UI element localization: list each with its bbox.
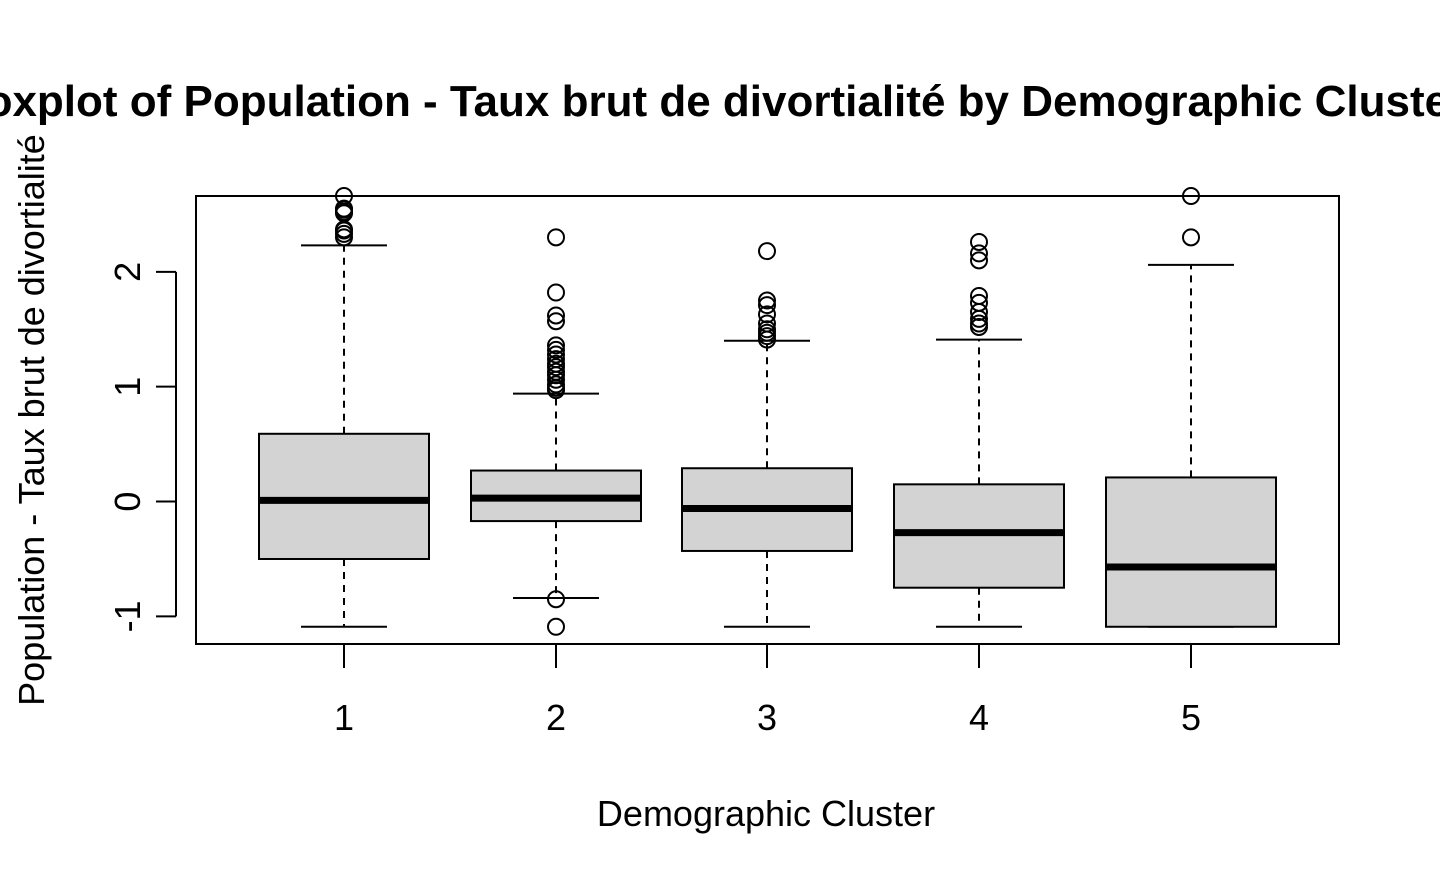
y-tick-label: 0 xyxy=(107,492,148,512)
outlier-point xyxy=(758,314,776,333)
outlier-point xyxy=(970,293,988,312)
outlier-point xyxy=(758,291,776,310)
outlier-point xyxy=(547,362,565,381)
x-tick-label: 1 xyxy=(334,697,354,738)
outlier-point xyxy=(547,375,565,394)
boxes-layer xyxy=(258,187,1277,636)
box-group-4 xyxy=(893,232,1065,628)
outlier-point xyxy=(547,228,565,247)
y-axis: -1 0 1 2 xyxy=(107,262,177,632)
outlier-point xyxy=(758,305,776,324)
outlier-point xyxy=(547,306,565,325)
outlier-point xyxy=(970,251,988,270)
outlier-point xyxy=(547,336,565,355)
x-tick-label: 4 xyxy=(969,697,989,738)
outlier-point xyxy=(547,350,565,369)
x-tick-label: 2 xyxy=(546,697,566,738)
outlier-point xyxy=(970,232,988,251)
box-iqr xyxy=(258,432,430,560)
outlier-point xyxy=(970,314,988,333)
outlier-point xyxy=(970,244,988,263)
chart-title: Boxplot of Population - Taux brut de div… xyxy=(0,77,1440,126)
outlier-point xyxy=(547,354,565,373)
y-tick-label: 2 xyxy=(107,262,148,282)
x-axis: 1 2 3 4 5 xyxy=(334,643,1201,738)
box-group-1 xyxy=(258,187,430,628)
outlier-point xyxy=(335,199,353,218)
outlier-point xyxy=(547,340,565,359)
y-axis-label: Population - Taux brut de divortialité xyxy=(11,134,52,706)
outlier-point xyxy=(547,283,565,302)
box-group-3 xyxy=(681,242,853,628)
outlier-point xyxy=(758,296,776,315)
x-axis-label: Demographic Cluster xyxy=(597,793,935,834)
outlier-point xyxy=(547,312,565,331)
y-tick-label: 1 xyxy=(107,377,148,397)
outlier-point xyxy=(547,590,565,609)
x-tick-label: 5 xyxy=(1181,697,1201,738)
outlier-point xyxy=(758,320,776,339)
outlier-point xyxy=(970,286,988,305)
outlier-point xyxy=(547,345,565,364)
box-group-5 xyxy=(1105,187,1277,628)
box-iqr xyxy=(1105,476,1277,628)
box-group-2 xyxy=(470,228,642,636)
outlier-point xyxy=(758,242,776,261)
outlier-point xyxy=(547,617,565,636)
y-tick-label: -1 xyxy=(107,600,148,632)
outlier-point xyxy=(1182,228,1200,247)
x-tick-label: 3 xyxy=(757,697,777,738)
